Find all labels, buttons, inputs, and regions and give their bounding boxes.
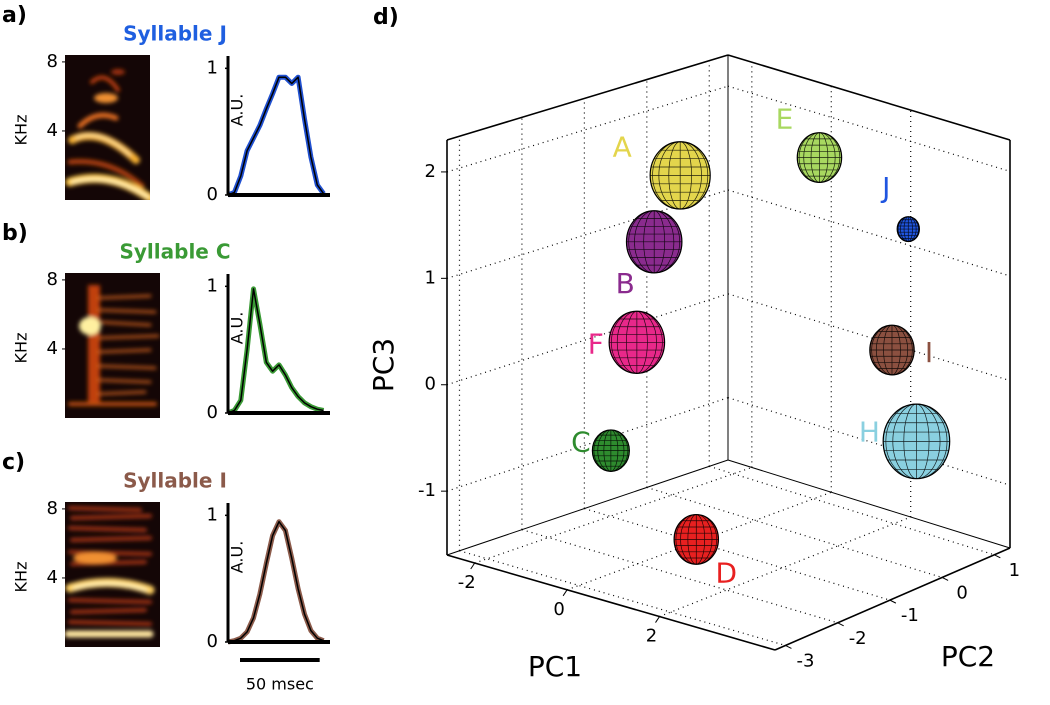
y-axis-label: KHz — [12, 333, 31, 364]
box-edge — [727, 459, 1011, 549]
cluster-label: A — [613, 130, 632, 163]
box-edge — [446, 459, 729, 556]
z-tick-label: 2 — [425, 161, 436, 182]
y-axis-label: A.U. — [228, 312, 247, 345]
y-tick-label: 8 — [47, 51, 58, 72]
y-tick-label: 0 — [956, 582, 967, 603]
z-axis-label: PC3 — [367, 338, 400, 392]
ellipsoid-mesh — [609, 310, 665, 374]
box-edge — [727, 54, 1011, 141]
y-tick-label: 1 — [1009, 560, 1020, 581]
y-tick-label: -3 — [796, 650, 814, 671]
y-tick-label: 0 — [207, 631, 218, 652]
cluster-label: B — [616, 267, 635, 300]
spectrogram-image — [65, 55, 150, 200]
ellipsoid-mesh — [897, 216, 920, 242]
tick-mark — [994, 554, 1001, 559]
series-band — [227, 519, 325, 645]
y-axis-label: KHz — [12, 562, 31, 593]
grid-line — [659, 516, 911, 618]
cluster-label: E — [776, 103, 794, 136]
x-tick-label: 0 — [553, 599, 564, 620]
panel-title: Syllable J — [123, 22, 227, 46]
x-tick-label: 2 — [646, 626, 657, 647]
ellipsoid-mesh — [626, 210, 682, 274]
tick-mark — [837, 622, 844, 627]
spectrogram-image — [65, 502, 160, 647]
y-tick-label: 1 — [207, 504, 218, 525]
ellipsoid-mesh — [883, 403, 950, 479]
tick-mark — [470, 562, 476, 570]
z-tick-label: -1 — [418, 480, 436, 501]
y-tick-label: 1 — [207, 275, 218, 296]
panel-label: c) — [2, 450, 25, 475]
ellipsoid-mesh — [674, 514, 719, 565]
y-tick-label: 0 — [207, 184, 218, 205]
grid-line — [727, 85, 1011, 172]
y-axis-label: KHz — [12, 115, 31, 146]
grid-line — [584, 507, 891, 601]
cluster-label: F — [588, 327, 604, 360]
ellipsoid-mesh — [869, 324, 915, 376]
z-tick-label: 0 — [425, 374, 436, 395]
grid-line — [727, 189, 1011, 277]
panel-title: Syllable I — [123, 469, 227, 493]
grid-line — [727, 293, 1011, 382]
y-tick-label: 1 — [207, 57, 218, 78]
tick-mark — [655, 616, 660, 623]
x-axis-label: PC1 — [528, 650, 582, 683]
series-line — [227, 76, 325, 196]
series-line — [227, 288, 324, 414]
tick-mark — [562, 589, 568, 597]
ellipsoid-mesh — [797, 132, 842, 183]
scale-bar-label: 50 msec — [246, 675, 314, 694]
tick-mark — [941, 577, 949, 581]
y-axis-label: A.U. — [228, 94, 247, 127]
cluster-label: I — [925, 336, 933, 369]
panel-label: b) — [2, 221, 28, 246]
panel-label: d) — [373, 5, 399, 30]
spectrogram-image — [65, 273, 160, 418]
y-tick-label: 8 — [47, 498, 58, 519]
ellipsoid-mesh — [592, 429, 630, 472]
y-tick-label: 0 — [207, 402, 218, 423]
y-axis-label: PC2 — [941, 640, 995, 673]
y-axis-label: A.U. — [228, 541, 247, 574]
panel-label: a) — [2, 3, 27, 28]
series-band — [227, 286, 325, 416]
box-edge — [446, 554, 776, 651]
box-edge — [446, 54, 729, 141]
y-tick-label: -1 — [901, 605, 919, 626]
y-tick-label: 4 — [47, 338, 58, 359]
panel-title: Syllable C — [119, 240, 230, 264]
tick-mark — [785, 645, 792, 649]
ellipsoid-mesh — [650, 141, 711, 210]
y-tick-label: 8 — [47, 269, 58, 290]
box-edge — [774, 547, 1011, 651]
cluster-label: H — [859, 415, 880, 448]
y-tick-label: 4 — [47, 120, 58, 141]
cluster-label: C — [571, 426, 591, 459]
tick-mark — [889, 599, 897, 604]
x-tick-label: -2 — [458, 572, 476, 593]
grid-line — [709, 465, 995, 556]
cluster-label: D — [715, 556, 737, 589]
z-tick-label: 1 — [425, 267, 436, 288]
y-tick-label: -2 — [849, 628, 867, 649]
y-tick-label: 4 — [47, 567, 58, 588]
cluster-label: J — [880, 171, 890, 204]
series-line — [227, 520, 324, 643]
